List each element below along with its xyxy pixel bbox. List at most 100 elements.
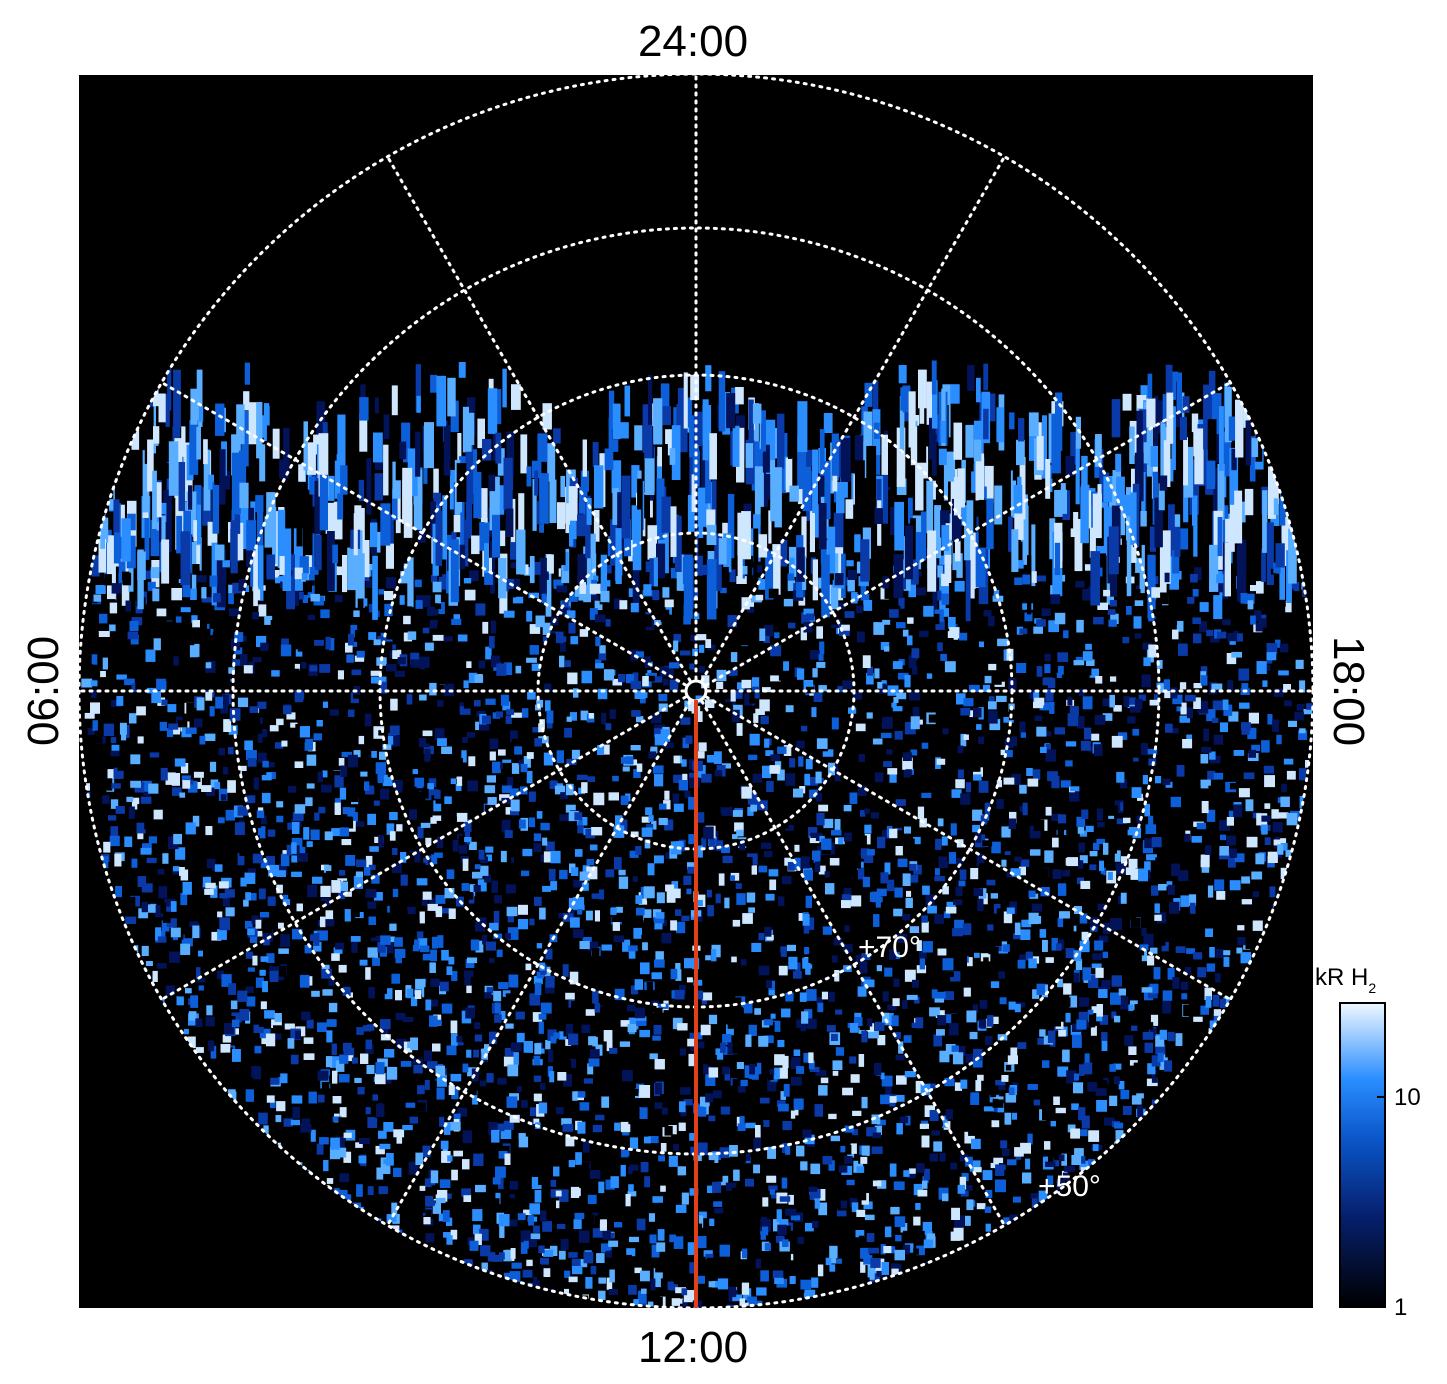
emission-pixel [111, 783, 121, 789]
emission-pixel [544, 966, 551, 977]
emission-pixel [922, 653, 933, 659]
emission-pixel [248, 402, 259, 445]
emission-pixel [381, 1087, 388, 1096]
emission-pixel [868, 1030, 879, 1039]
emission-pixel [405, 1102, 416, 1108]
emission-pixel [1194, 428, 1204, 485]
emission-pixel [326, 1170, 335, 1179]
emission-pixel [892, 661, 903, 670]
emission-pixel [1312, 1255, 1313, 1267]
emission-pixel [1014, 1003, 1021, 1013]
emission-pixel [639, 1107, 648, 1119]
emission-pixel [533, 1093, 542, 1102]
emission-pixel [750, 804, 757, 812]
emission-pixel [330, 1056, 340, 1068]
emission-pixel [504, 1048, 514, 1057]
emission-pixel [241, 771, 253, 777]
emission-pixel [674, 989, 685, 1000]
emission-pixel [927, 1233, 936, 1240]
emission-pixel [286, 1307, 293, 1308]
emission-pixel [1233, 750, 1245, 756]
emission-pixel [237, 522, 244, 561]
emission-pixel [631, 465, 640, 498]
emission-pixel [969, 760, 981, 772]
emission-pixel [822, 749, 834, 757]
emission-pixel [239, 488, 249, 549]
emission-pixel [556, 750, 564, 764]
emission-pixel [194, 643, 200, 657]
emission-pixel [976, 854, 985, 867]
emission-pixel [1271, 809, 1279, 819]
emission-pixel [799, 992, 807, 1002]
emission-pixel [925, 894, 935, 905]
emission-pixel [441, 949, 449, 961]
emission-pixel [850, 895, 862, 907]
emission-pixel [1215, 973, 1221, 983]
emission-pixel [199, 652, 208, 665]
emission-pixel [1242, 625, 1251, 632]
emission-pixel [424, 1178, 436, 1186]
emission-pixel [767, 1078, 777, 1092]
emission-pixel [1129, 1117, 1141, 1125]
emission-pixel [1312, 554, 1313, 615]
emission-pixel [852, 1110, 862, 1116]
emission-pixel [797, 1173, 805, 1181]
emission-pixel [384, 1049, 395, 1058]
emission-pixel [565, 1136, 575, 1147]
emission-pixel [901, 1000, 908, 1009]
emission-pixel [1284, 700, 1292, 707]
emission-pixel [991, 1002, 1003, 1013]
emission-pixel [698, 644, 705, 653]
emission-pixel [590, 1265, 597, 1275]
emission-pixel [1149, 699, 1160, 706]
emission-pixel [1147, 748, 1158, 755]
emission-pixel [209, 761, 217, 772]
emission-pixel [266, 492, 276, 548]
emission-pixel [1228, 971, 1239, 980]
emission-pixel [91, 654, 98, 665]
emission-pixel [264, 615, 273, 625]
emission-pixel [658, 694, 668, 702]
emission-pixel [831, 1253, 837, 1264]
emission-pixel [243, 899, 249, 907]
emission-pixel [466, 985, 472, 994]
emission-pixel [640, 493, 650, 519]
emission-pixel [943, 911, 951, 919]
emission-pixel [896, 622, 906, 629]
emission-pixel [448, 1085, 455, 1095]
emission-pixel [794, 844, 800, 852]
emission-pixel [1128, 1004, 1134, 1011]
emission-pixel [1209, 838, 1220, 849]
emission-pixel [1180, 981, 1189, 990]
emission-pixel [136, 706, 146, 716]
emission-pixel [726, 1024, 734, 1036]
emission-pixel [1039, 1124, 1048, 1132]
emission-pixel [818, 1202, 828, 1216]
emission-pixel [257, 717, 263, 724]
emission-pixel [951, 789, 962, 798]
emission-pixel [870, 812, 880, 819]
emission-pixel [313, 941, 322, 952]
emission-pixel [993, 589, 1000, 599]
emission-pixel [292, 928, 303, 940]
emission-pixel [258, 1112, 268, 1125]
emission-pixel [803, 680, 814, 691]
emission-pixel [331, 828, 341, 837]
emission-pixel [759, 699, 770, 712]
emission-pixel [1284, 750, 1294, 759]
emission-pixel [610, 907, 617, 914]
emission-pixel [577, 819, 583, 828]
emission-pixel [343, 891, 352, 897]
emission-pixel [986, 498, 994, 549]
emission-pixel [874, 1021, 885, 1031]
emission-pixel [727, 1304, 734, 1308]
emission-pixel [1279, 595, 1286, 607]
emission-pixel [945, 600, 953, 609]
emission-pixel [1010, 1047, 1018, 1061]
emission-pixel [758, 577, 766, 590]
emission-pixel [560, 1239, 569, 1250]
emission-pixel [623, 772, 633, 778]
emission-pixel [977, 1074, 984, 1081]
emission-pixel [1197, 967, 1207, 978]
emission-pixel [801, 793, 809, 806]
